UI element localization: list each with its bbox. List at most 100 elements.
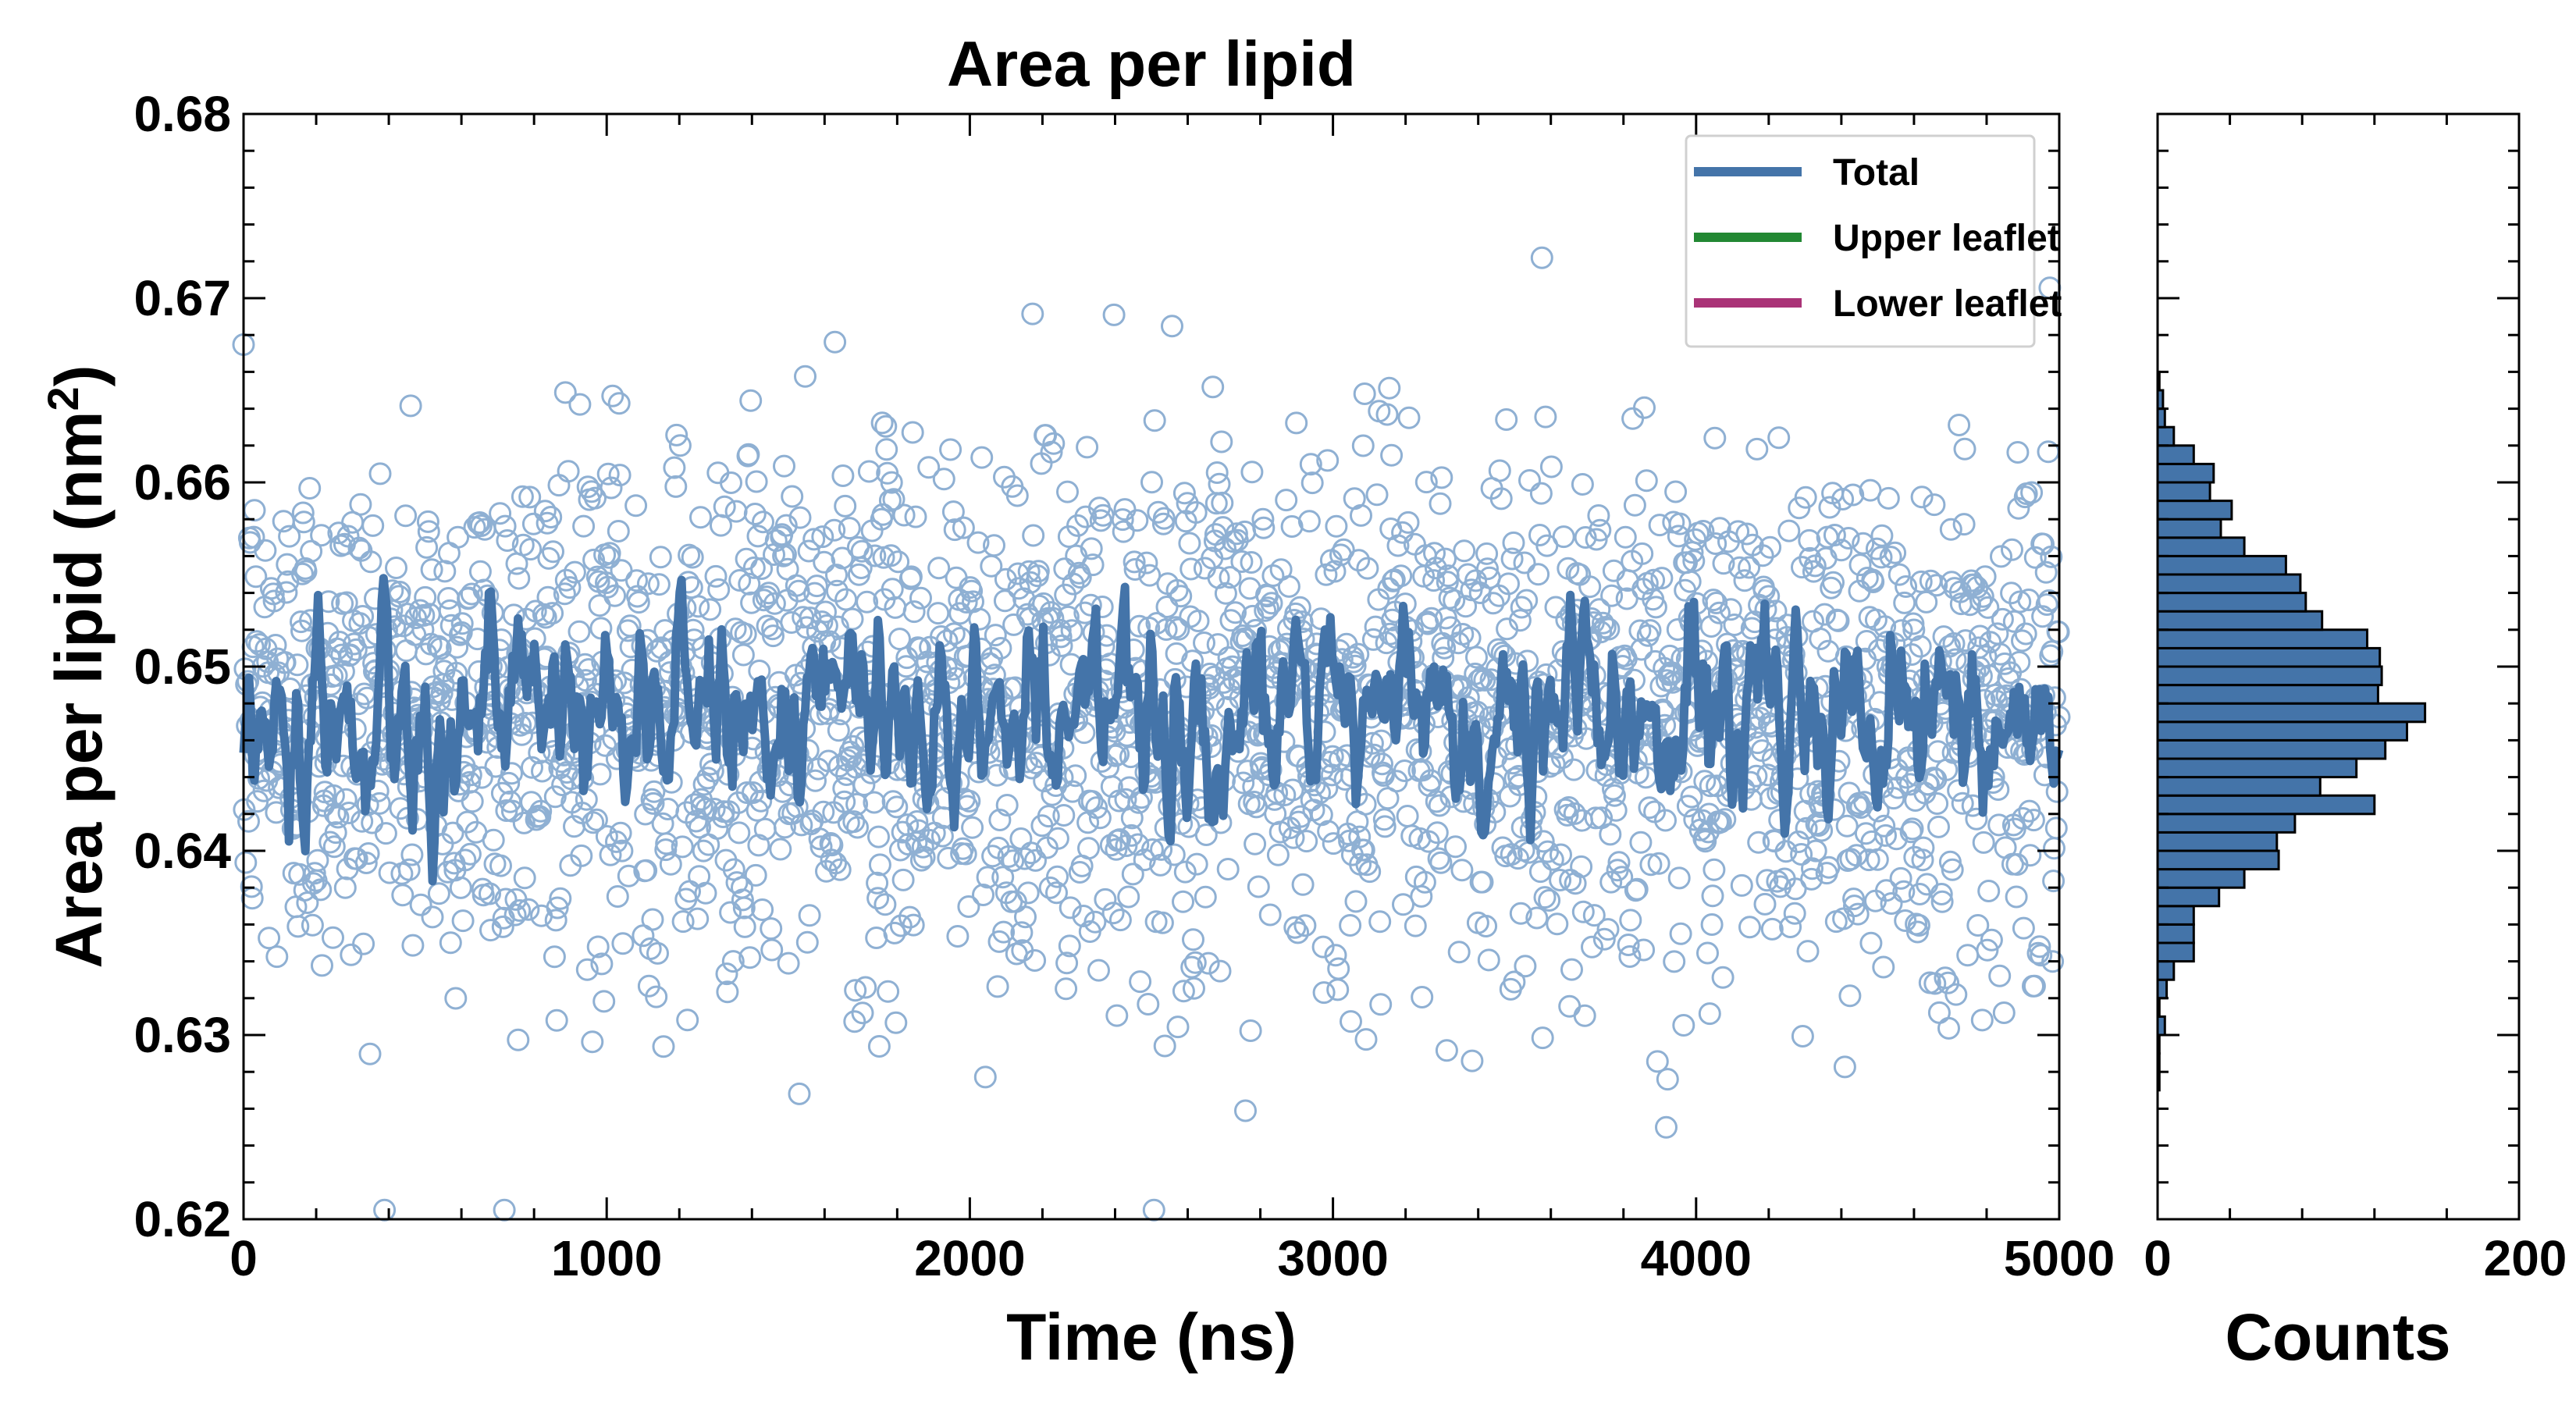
scatter-point	[1293, 914, 1317, 937]
scatter-point	[400, 843, 424, 866]
scatter-point	[468, 560, 492, 583]
scatter-point	[1232, 771, 1255, 795]
scatter-point	[610, 839, 634, 863]
scatter-point	[530, 904, 553, 927]
scatter-point	[1069, 566, 1092, 589]
scatter-point	[1165, 642, 1188, 665]
scatter-point	[497, 771, 521, 795]
y-tick-label: 0.67	[133, 270, 231, 326]
scatter-point	[1630, 638, 1653, 661]
scatter-point	[773, 454, 795, 478]
scatter-point	[2019, 844, 2042, 867]
scatter-point	[846, 816, 869, 839]
x-tick-label: 4000	[1641, 1230, 1752, 1286]
scatter-point	[1286, 921, 1310, 944]
scatter-point	[866, 887, 890, 910]
scatter-point	[1048, 618, 1072, 642]
scatter-point	[960, 579, 984, 603]
histogram-bar	[2156, 978, 2169, 1000]
scatter-point	[1644, 596, 1667, 619]
scatter-point	[1581, 935, 1603, 959]
scatter-point	[1005, 484, 1029, 507]
scatter-point	[1909, 635, 1932, 658]
scatter-point	[1552, 525, 1575, 549]
scatter-point	[1604, 799, 1628, 822]
scatter-point	[503, 903, 527, 927]
scatter-point	[943, 518, 966, 542]
scatter-point	[841, 607, 864, 631]
scatter-point	[1108, 909, 1132, 932]
scatter-point	[1874, 823, 1897, 847]
scatter-point	[544, 909, 568, 932]
scatter-point	[802, 528, 826, 551]
scatter-point	[1809, 628, 1832, 650]
scatter-point	[1326, 978, 1350, 1001]
histogram-bars	[2156, 370, 2427, 1092]
scatter-point	[323, 802, 347, 825]
scatter-point	[300, 539, 323, 563]
scatter-point	[1454, 595, 1478, 618]
scatter-point	[607, 520, 630, 542]
scatter-point	[1219, 566, 1242, 589]
scatter-point	[961, 816, 984, 839]
scatter-point	[1890, 619, 1913, 642]
scatter-point	[663, 456, 686, 479]
scatter-point	[1571, 473, 1594, 496]
legend: Total Upper leaflet Lower leaflet	[1685, 134, 2062, 348]
scatter-point	[995, 794, 1019, 816]
scatter-point	[1584, 806, 1607, 830]
scatter-point	[1701, 884, 1724, 908]
scatter-point	[508, 899, 532, 922]
scatter-point	[1126, 509, 1149, 532]
scatter-point	[368, 462, 392, 486]
scatter-point	[542, 540, 564, 564]
scatter-point	[875, 438, 898, 461]
scatter-point	[1041, 606, 1065, 630]
main-y-tick-labels: 0.62 0.63 0.64 0.65 0.66 0.67 0.68	[133, 86, 231, 1247]
scatter-point	[1592, 611, 1614, 635]
scatter-point	[1951, 791, 1974, 815]
scatter-point	[842, 810, 866, 834]
scatter-point	[659, 852, 682, 876]
scatter-point	[1123, 550, 1146, 574]
scatter-point	[746, 525, 770, 548]
scatter-point	[1953, 437, 1976, 461]
scatter-point	[1182, 928, 1204, 951]
scatter-point	[324, 821, 347, 845]
scatter-point	[2041, 950, 2065, 973]
y-tick-label: 0.63	[133, 1007, 231, 1063]
scatter-point	[1283, 916, 1307, 939]
scatter-point	[655, 832, 678, 855]
scatter-point	[1261, 564, 1285, 587]
scatter-point	[1165, 578, 1189, 602]
scatter-point	[553, 381, 577, 404]
scatter-point	[1214, 537, 1236, 560]
scatter-point	[458, 842, 482, 866]
scatter-point	[1927, 740, 1950, 763]
scatter-point	[361, 514, 385, 537]
scatter-point	[867, 825, 890, 848]
scatter-point	[1135, 551, 1158, 574]
scatter-point	[301, 872, 325, 895]
scatter-point	[1557, 796, 1581, 819]
scatter-point	[825, 564, 848, 587]
scatter-point	[1573, 1004, 1596, 1027]
chart-title: Area per lipid	[947, 29, 1356, 100]
scatter-point	[1443, 589, 1466, 612]
scatter-point	[1178, 532, 1201, 555]
scatter-point	[2028, 935, 2051, 959]
scatter-point	[1072, 905, 1095, 927]
scatter-point	[290, 610, 312, 634]
scatter-point	[1100, 775, 1123, 799]
scatter-point	[1285, 411, 1308, 435]
scatter-point	[1546, 912, 1569, 936]
scatter-point	[529, 799, 553, 823]
scatter-point	[762, 624, 785, 648]
scatter-point	[1422, 569, 1446, 592]
scatter-point	[1822, 571, 1845, 594]
scatter-point	[773, 816, 796, 839]
scatter-point	[517, 898, 540, 921]
scatter-point	[881, 790, 905, 813]
histogram-bar	[2156, 425, 2176, 447]
scatter-point	[1325, 514, 1348, 538]
